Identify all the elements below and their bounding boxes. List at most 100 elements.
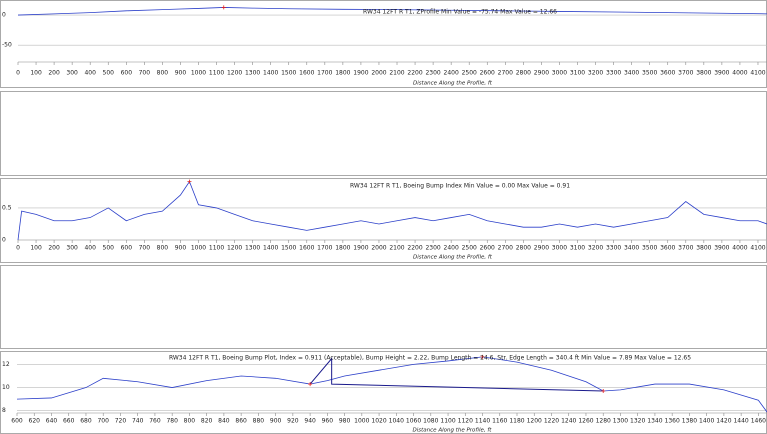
x-tick-label: 860 (235, 418, 247, 425)
x-axis-label: Distance Along the Profile, ft (413, 428, 493, 434)
x-tick-label: 3400 (624, 245, 639, 252)
x-tick-label: 1260 (578, 418, 593, 425)
x-tick-label: 1700 (317, 70, 332, 77)
x-tick-label: 1600 (299, 245, 314, 252)
x-tick-label: 2000 (371, 245, 386, 252)
x-tick-label: 2400 (444, 70, 459, 77)
x-tick-label: 3300 (606, 245, 621, 252)
x-tick-label: 1040 (389, 418, 404, 425)
x-tick-label: 500 (103, 245, 115, 252)
x-tick-label: 600 (11, 418, 23, 425)
x-tick-label: 600 (121, 70, 133, 77)
chart-title: RW34 12FT R T1, Boeing Bump Index Min Va… (350, 183, 570, 190)
x-tick-label: 3900 (714, 245, 729, 252)
x-tick-label: 1440 (733, 418, 748, 425)
x-tick-label: 3600 (660, 245, 675, 252)
max-marker (480, 354, 485, 359)
x-tick-label: 820 (201, 418, 213, 425)
x-tick-label: 840 (218, 418, 230, 425)
x-tick-label: 1000 (191, 245, 206, 252)
chart-title: RW34 12FT R T1, Boeing Bump Plot, Index … (169, 355, 691, 362)
x-tick-label: 800 (184, 418, 196, 425)
x-tick-label: 760 (149, 418, 161, 425)
x-tick-label: 2500 (462, 70, 477, 77)
x-tick-label: 780 (166, 418, 178, 425)
x-tick-label: 740 (132, 418, 144, 425)
x-tick-label: 1240 (561, 418, 576, 425)
x-tick-label: 1500 (281, 70, 296, 77)
y-tick-label: 10 (2, 384, 10, 391)
max-marker (187, 179, 192, 184)
x-tick-label: 940 (304, 418, 316, 425)
x-tick-label: 640 (46, 418, 58, 425)
x-tick-label: 4100 (750, 70, 765, 77)
x-tick-label: 3300 (606, 70, 621, 77)
x-tick-label: 3700 (678, 70, 693, 77)
x-tick-label: 3400 (624, 70, 639, 77)
x-tick-label: 1000 (191, 70, 206, 77)
x-tick-label: 1340 (647, 418, 662, 425)
x-tick-label: 1900 (353, 70, 368, 77)
max-marker (221, 5, 226, 10)
x-tick-label: 1320 (630, 418, 645, 425)
x-tick-label: 3800 (696, 70, 711, 77)
x-tick-label: 3500 (642, 245, 657, 252)
x-tick-label: 300 (66, 245, 78, 252)
x-tick-label: 700 (139, 70, 151, 77)
x-tick-label: 0 (16, 70, 20, 77)
x-tick-label: 900 (175, 245, 187, 252)
x-tick-label: 2900 (534, 70, 549, 77)
y-tick-label: 0 (2, 237, 6, 244)
x-tick-label: 4100 (750, 245, 765, 252)
x-tick-label: 4000 (732, 245, 747, 252)
x-tick-label: 3700 (678, 245, 693, 252)
x-tick-label: 4000 (732, 70, 747, 77)
x-tick-label: 1900 (353, 245, 368, 252)
x-tick-label: 1100 (209, 245, 224, 252)
x-tick-label: 1800 (335, 245, 350, 252)
x-tick-label: 500 (103, 70, 115, 77)
x-tick-label: 1140 (475, 418, 490, 425)
y-tick-label: 12 (2, 361, 10, 368)
x-tick-label: 980 (339, 418, 351, 425)
x-tick-label: 3800 (696, 245, 711, 252)
x-tick-label: 720 (115, 418, 127, 425)
x-tick-label: 2700 (498, 70, 513, 77)
y-tick-label: -50 (2, 42, 12, 49)
chart-title: RW34 12FT R T1, ZProfile Min Value = -75… (363, 9, 557, 16)
x-tick-label: 100 (30, 70, 42, 77)
x-tick-label: 3100 (570, 70, 585, 77)
x-tick-label: 1360 (665, 418, 680, 425)
x-tick-label: 1300 (245, 70, 260, 77)
x-tick-label: 200 (48, 245, 60, 252)
x-tick-label: 1460 (751, 418, 766, 425)
x-tick-label: 700 (139, 245, 151, 252)
x-axis-label: Distance Along the Profile, ft (413, 255, 493, 261)
x-tick-label: 660 (63, 418, 75, 425)
x-tick-label: 1500 (281, 245, 296, 252)
y-tick-label: 0.5 (2, 204, 12, 211)
x-tick-label: 2900 (534, 245, 549, 252)
x-tick-label: 3000 (552, 70, 567, 77)
x-tick-label: 2200 (407, 245, 422, 252)
x-tick-label: 1020 (371, 418, 386, 425)
x-tick-label: 2800 (516, 245, 531, 252)
x-tick-label: 800 (157, 245, 169, 252)
x-tick-label: 1300 (245, 245, 260, 252)
x-tick-label: 3100 (570, 245, 585, 252)
x-tick-label: 700 (97, 418, 109, 425)
x-tick-label: 1120 (458, 418, 473, 425)
profile-line (309, 357, 604, 392)
x-tick-label: 1420 (716, 418, 731, 425)
x-tick-label: 3200 (588, 245, 603, 252)
x-tick-label: 920 (287, 418, 299, 425)
x-tick-label: 600 (121, 245, 133, 252)
x-tick-label: 880 (253, 418, 265, 425)
profile-line (16, 356, 767, 413)
x-tick-label: 620 (29, 418, 41, 425)
edge-marker (601, 389, 606, 394)
x-tick-label: 1100 (440, 418, 455, 425)
x-tick-label: 680 (80, 418, 92, 425)
x-tick-label: 2400 (444, 245, 459, 252)
